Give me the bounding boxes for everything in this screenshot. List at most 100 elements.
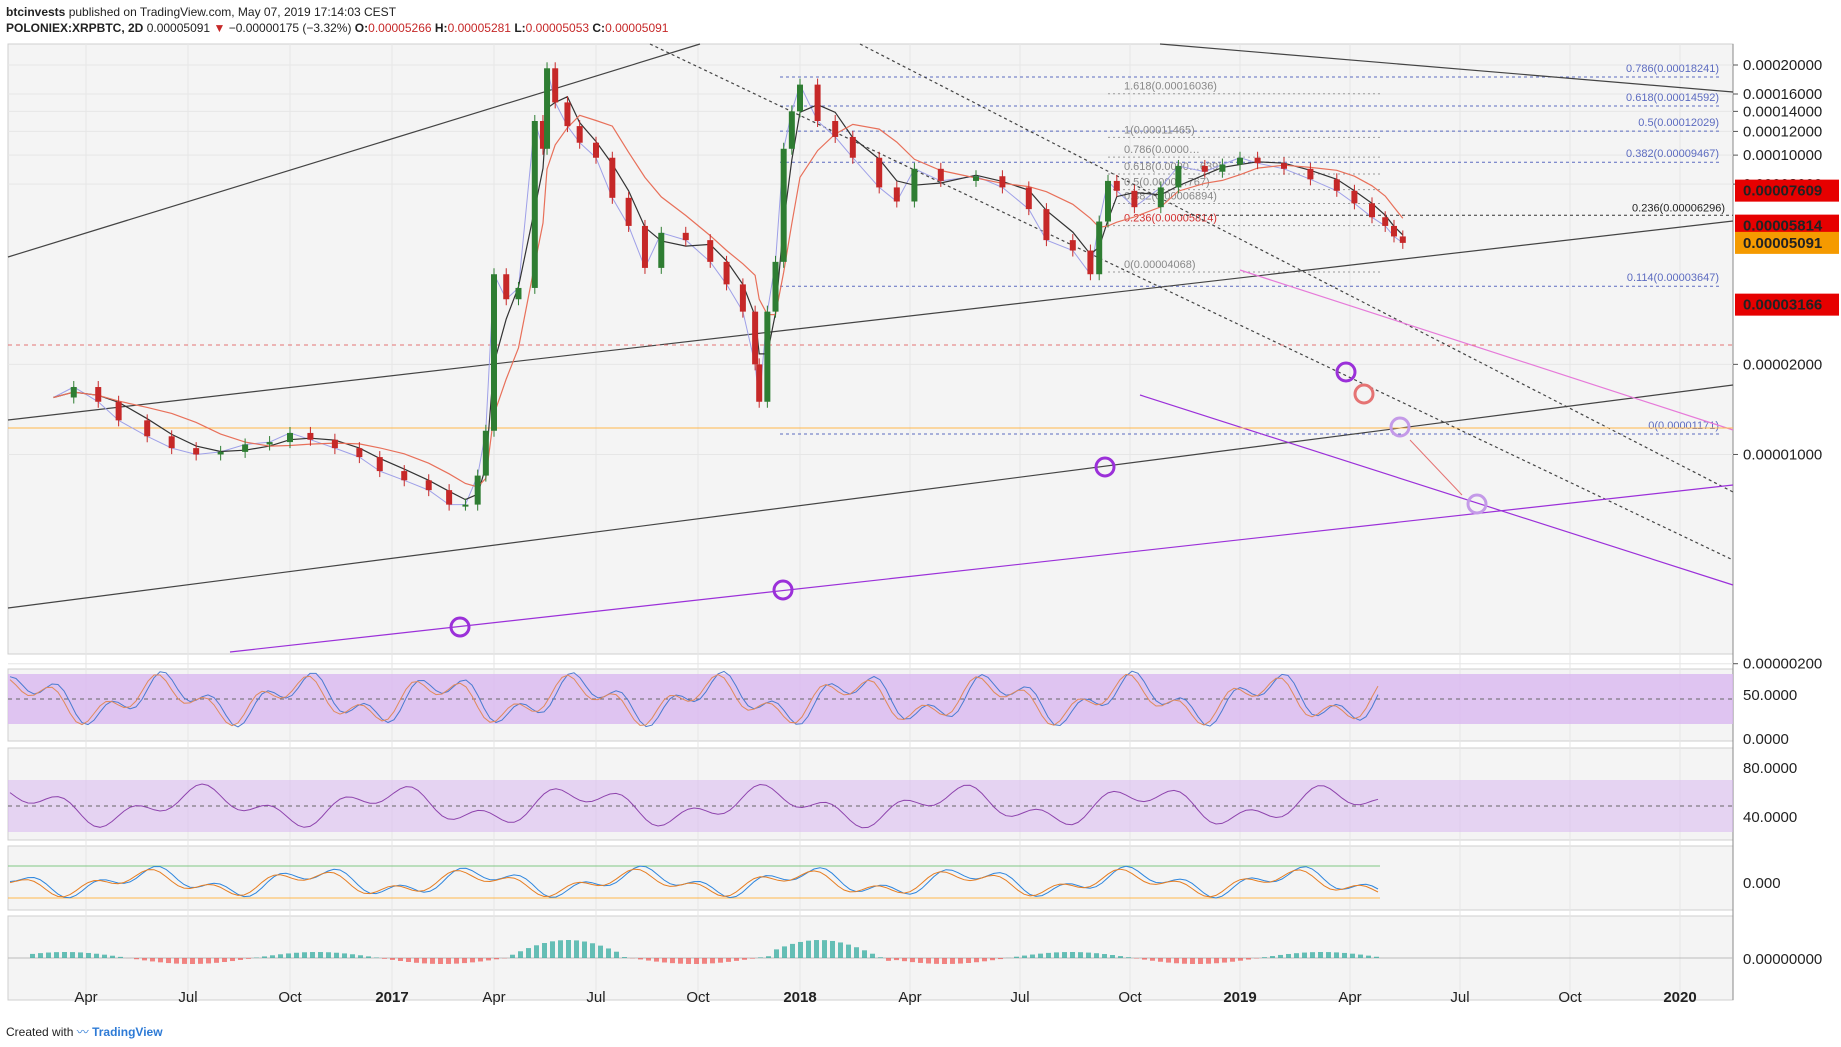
candle-body [937,168,944,181]
candle-body [70,387,77,398]
indicator-pane-bg [7,845,1734,911]
symbol-title[interactable]: POLONIEX:XRPBTC, 2D [6,21,144,35]
footer: Created with 〰 TradingView [6,1023,163,1040]
y-tick-label: 50.0000 [1743,687,1797,704]
x-tick-label: Jul [586,989,605,1006]
macd-histogram-bar [414,958,419,963]
candle-body [780,148,787,262]
macd-histogram-bar [1150,958,1155,961]
trendline [7,384,1734,609]
candle-body [242,444,249,452]
price-label-text: 0.00007609 [1743,183,1822,200]
candle-body [1281,163,1287,169]
macd-histogram-bar [166,958,171,964]
tradingview-brand[interactable]: TradingView [92,1025,163,1039]
candle-body [307,432,314,440]
close-value: 0.00005091 [605,21,669,35]
candle-body [849,136,856,158]
macd-histogram-bar [1238,958,1243,961]
macd-histogram-bar [238,958,243,960]
x-tick-label: 2019 [1223,989,1256,1006]
candle-body [539,121,546,149]
macd-histogram-bar [614,951,619,958]
macd-histogram-bar [230,958,235,962]
candle-body [1096,221,1103,275]
macd-histogram-bar [862,950,867,958]
macd-histogram-bar [350,954,355,958]
candle-body [797,84,803,112]
price-label-text: 0.00003166 [1743,297,1822,314]
macd-histogram-bar [510,954,515,958]
macd-histogram-bar [486,958,491,961]
marker-circle-icon [1335,361,1357,383]
price-label-box [1735,293,1839,316]
macd-histogram-bar [686,958,691,964]
macd-histogram-bar [1294,953,1299,958]
macd-histogram-bar [1318,952,1323,958]
y-tick-label: 0.00016000 [1743,86,1822,103]
x-tick-label: Oct [686,989,710,1006]
macd-histogram-bar [246,958,251,959]
macd-histogram-bar [534,945,539,958]
price-label-text: 0.00005814 [1743,218,1823,235]
macd-histogram-bar [310,952,315,958]
macd-histogram-bar [814,940,819,958]
change-arrow-icon: ▼ [213,21,226,35]
open-value: 0.00005266 [368,21,432,35]
candle-body [1219,164,1226,172]
macd-histogram-bar [894,958,899,961]
x-tick-label: Oct [1558,989,1582,1006]
macd-histogram-bar [526,948,531,958]
macd-histogram-bar [966,958,971,963]
fib-level-label: 0.618(0.00014592) [1626,92,1719,104]
macd-histogram-bar [702,958,707,964]
macd-histogram-bar [646,958,651,961]
fib2-level-label: 0.5(0.0000…767) [1124,177,1210,189]
macd-histogram-bar [1126,957,1131,958]
candle-body [593,142,599,158]
macd-histogram-bar [222,958,227,963]
candle-body [1369,203,1375,218]
candle-body [564,102,571,127]
candle-body [999,176,1006,188]
candle-body [1087,250,1094,275]
macd-histogram-bar [422,958,427,964]
macd-histogram-bar [1158,958,1163,962]
candle-body [893,187,900,202]
macd-histogram-bar [494,958,499,960]
candle-body [707,240,714,262]
x-tick-label: Oct [278,989,302,1006]
macd-histogram-bar [622,957,627,958]
macd-histogram-bar [1190,958,1195,964]
y-tick-label: 0.00014000 [1743,103,1822,120]
macd-histogram-bar [742,958,747,960]
macd-histogram-bar [286,953,291,958]
macd-histogram-bar [1014,956,1019,958]
created-with-label: Created with [6,1025,74,1039]
candle-body [331,439,338,449]
macd-histogram-bar [302,952,307,958]
momentum-signal [9,868,1379,898]
candle-body [641,225,648,268]
macd-histogram-bar [822,940,827,958]
macd-histogram-bar [846,944,851,958]
macd-histogram-bar [110,955,115,958]
candle-body [503,274,510,300]
candle-body [1113,180,1120,191]
candle-body [552,68,559,103]
macd-histogram-bar [1230,958,1235,962]
macd-histogram-bar [1302,952,1307,958]
macd-histogram-bar [1174,958,1179,964]
fib2-level-label: 1(0.00011465) [1124,124,1195,136]
macd-histogram-bar [566,940,571,958]
macd-histogram-bar [206,958,211,964]
candle-body [1307,168,1314,180]
chart-canvas[interactable]: Apr Jul Oct 2017 Apr Jul Oct 2018 Apr Jul Oct 2019 A… [0,40,1841,1020]
stoch-k-line [9,670,1379,728]
author-name[interactable]: btcinvests [6,5,66,19]
macd-histogram-bar [790,943,795,958]
macd-histogram-bar [270,955,275,958]
y-tick-label: 80.0000 [1743,760,1797,777]
macd-histogram-bar [38,953,43,958]
macd-histogram-bar [718,958,723,963]
